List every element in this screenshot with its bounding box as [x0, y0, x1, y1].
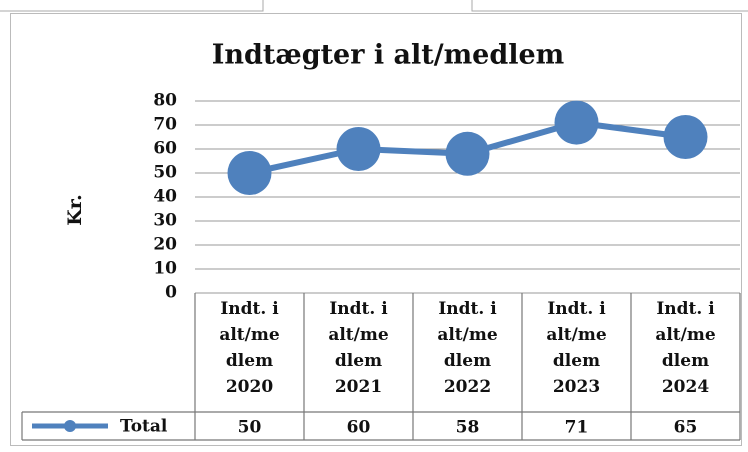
y-tick-label: 80 [153, 91, 177, 111]
data-point [663, 115, 708, 159]
data-point [227, 151, 272, 195]
x-tick-label: Indt. i alt/me dlem 2024 [655, 299, 716, 397]
y-tick-label: 0 [165, 283, 177, 303]
y-tick-label: 10 [153, 259, 177, 279]
data-point [445, 131, 490, 176]
y-tick-label: 70 [153, 115, 177, 135]
legend-label: Total [120, 417, 168, 437]
y-tick-label: 50 [153, 163, 177, 183]
y-tick-label: 40 [153, 187, 177, 207]
chart-title: Indtægter i alt/medlem [212, 40, 564, 71]
table-value: 60 [347, 418, 371, 438]
x-tick-label: Indt. i alt/me dlem 2023 [546, 299, 607, 397]
x-tick-label: Indt. i alt/me dlem 2022 [437, 299, 498, 397]
y-tick-label: 20 [153, 235, 177, 255]
y-axis-label: Kr. [64, 194, 86, 225]
chart-frame [10, 13, 742, 446]
legend-marker [64, 420, 76, 432]
table-value: 50 [238, 418, 262, 438]
cell-box [0, 0, 264, 12]
y-tick-label: 30 [153, 211, 177, 231]
data-point [554, 100, 599, 145]
y-tick-label: 60 [153, 139, 177, 159]
table-value: 58 [456, 418, 480, 438]
x-tick-label: Indt. i alt/me dlem 2020 [219, 299, 280, 397]
cell-box [471, 0, 748, 12]
table-value: 71 [565, 418, 589, 438]
x-tick-label: Indt. i alt/me dlem 2021 [328, 299, 389, 397]
data-point [336, 127, 381, 171]
table-value: 65 [674, 418, 698, 438]
